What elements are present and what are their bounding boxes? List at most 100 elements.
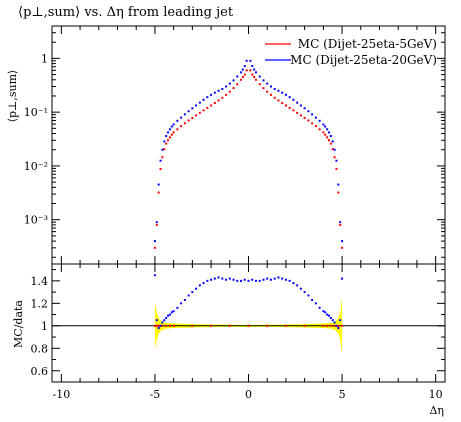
top-series-0-point-35 [254, 78, 257, 81]
top-series-1-point-37 [262, 79, 265, 82]
top-series-0-point-20 [210, 104, 213, 107]
bottom-x-tick-label-3: 5 [339, 388, 346, 401]
ratio-series-1-point-9 [170, 311, 173, 314]
ratio-series-1-point-60 [341, 277, 344, 280]
top-series-1-point-43 [284, 93, 287, 96]
top-series-0-point-18 [202, 109, 205, 112]
top-series-1-point-6 [165, 135, 168, 138]
bottom-y-tick-label-3: 1.2 [31, 297, 49, 310]
top-series-1-point-51 [314, 116, 317, 119]
ratio-series-1-point-54 [329, 316, 332, 319]
top-series-0-point-9 [170, 133, 173, 136]
ratio-series-1-point-8 [168, 313, 171, 316]
top-series-0-point-5 [163, 148, 166, 151]
top-series-1-point-23 [221, 87, 224, 90]
ratio-series-0-point-10 [228, 324, 231, 327]
top-series-0-point-59 [333, 156, 336, 159]
top-series-1-point-53 [322, 123, 325, 126]
ratio-series-1-point-55 [331, 319, 334, 322]
top-series-1-point-31 [245, 59, 248, 62]
top-series-0-point-8 [168, 136, 171, 139]
top-series-1-point-61 [337, 183, 340, 186]
top-series-1-point-20 [210, 93, 213, 96]
top-series-1-point-50 [311, 113, 314, 116]
top-series-0-point-51 [314, 125, 317, 128]
bottom-x-tick-label-1: -5 [150, 388, 161, 401]
top-series-1-point-54 [324, 125, 327, 128]
top-series-0-point-27 [236, 83, 239, 86]
ratio-series-1-point-1 [155, 319, 158, 322]
top-series-1-point-29 [241, 68, 244, 71]
top-series-0-point-62 [339, 223, 342, 226]
top-series-0-point-46 [296, 111, 299, 114]
ratio-series-1-point-53 [327, 314, 330, 317]
top-series-0-point-6 [165, 142, 168, 145]
ratio-series-1-point-46 [307, 294, 310, 297]
ratio-series-0-point-9 [210, 324, 213, 327]
top-series-0-point-38 [266, 90, 269, 93]
ratio-series-1-point-33 [258, 279, 261, 282]
ratio-series-1-point-48 [314, 302, 317, 305]
ratio-series-0-point-16 [326, 324, 329, 327]
ratio-series-1-point-51 [324, 311, 327, 314]
top-series-0-point-30 [243, 73, 246, 76]
top-series-0-point-42 [281, 101, 284, 104]
ratio-series-1-point-13 [183, 298, 186, 301]
ratio-series-1-point-40 [284, 278, 287, 281]
ratio-series-1-point-39 [281, 277, 284, 280]
top-series-0-point-54 [324, 133, 327, 136]
bottom-x-tick-label-2: 0 [245, 388, 252, 401]
top-series-1-point-52 [318, 119, 321, 122]
top-series-0-point-45 [292, 109, 295, 112]
ratio-series-1-point-4 [161, 321, 164, 324]
top-series-1-point-8 [168, 128, 171, 131]
top-series-1-point-7 [167, 131, 170, 134]
top-series-0-point-7 [167, 139, 170, 142]
top-series-1-point-55 [326, 128, 329, 131]
top-series-1-point-10 [172, 123, 175, 126]
top-series-0-point-56 [327, 139, 330, 142]
ratio-series-0-point-18 [333, 324, 336, 327]
bottom-y-tick-label-0: 0.6 [31, 365, 49, 378]
ratio-series-1-point-35 [266, 277, 269, 280]
top-series-1-point-39 [269, 85, 272, 88]
ratio-series-1-point-16 [195, 287, 198, 290]
top-series-0-point-52 [318, 128, 321, 131]
top-y-tick-label-1: 10⁻² [24, 160, 48, 173]
top-series-1-point-58 [331, 140, 334, 143]
ratio-series-1-point-19 [206, 279, 209, 282]
top-series-0-point-48 [303, 116, 306, 119]
top-series-1-point-13 [183, 113, 186, 116]
ratio-series-1-point-10 [172, 310, 175, 313]
ratio-series-1-point-38 [277, 276, 280, 279]
ratio-series-0-point-1 [155, 324, 158, 327]
top-series-0-point-3 [159, 167, 162, 170]
ratio-series-1-point-0 [153, 274, 156, 277]
top-series-0-point-34 [253, 76, 256, 79]
top-series-1-point-46 [296, 101, 299, 104]
ratio-series-1-point-41 [288, 279, 291, 282]
top-series-0-point-63 [341, 246, 344, 249]
bottom-y-axis-label: MC/data [12, 300, 25, 348]
ratio-series-1-point-14 [187, 294, 190, 297]
top-series-0-point-16 [195, 114, 198, 117]
top-series-0-point-12 [180, 125, 183, 128]
top-series-1-point-38 [266, 82, 269, 85]
ratio-series-1-point-20 [210, 278, 213, 281]
top-series-1-point-16 [195, 104, 198, 107]
ratio-series-1-point-27 [236, 279, 239, 282]
x-axis-label: Δη [429, 404, 444, 417]
top-series-1-point-22 [217, 89, 220, 92]
ratio-series-1-point-57 [335, 324, 338, 327]
ratio-series-0-point-2 [157, 324, 160, 327]
top-series-0-point-36 [258, 83, 261, 86]
top-series-0-point-47 [299, 114, 302, 117]
top-series-0-point-2 [157, 191, 160, 194]
top-series-0-point-22 [217, 99, 220, 102]
top-series-1-point-30 [243, 65, 246, 68]
ratio-series-1-point-11 [176, 306, 179, 309]
top-series-1-point-27 [236, 75, 239, 78]
ratio-series-1-point-5 [163, 319, 166, 322]
top-series-0-point-55 [326, 136, 329, 139]
